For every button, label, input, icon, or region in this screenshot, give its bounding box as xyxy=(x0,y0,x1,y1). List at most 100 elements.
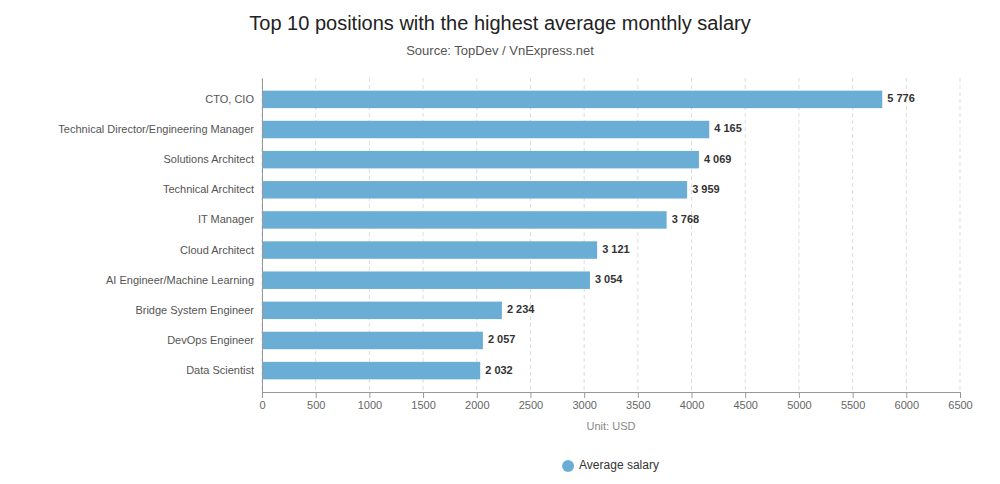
value-labels: 2 032 2 057 2 234 3 054 3 121 3 768 3 959 4 069… xyxy=(485,92,915,375)
x-tick-label: 4500 xyxy=(733,399,757,411)
value-label: 4 069 xyxy=(704,153,732,165)
value-label: 2 234 xyxy=(507,303,535,315)
x-tick: 5500 xyxy=(841,392,865,411)
x-tick-label: 5500 xyxy=(841,399,865,411)
x-tick-mark xyxy=(799,392,800,398)
x-tick: 4000 xyxy=(680,392,704,411)
y-tick: Technical Director/Engineering Manager xyxy=(58,123,262,135)
x-tick-label: 4000 xyxy=(680,399,704,411)
bar xyxy=(262,241,597,258)
x-tick-label: 6500 xyxy=(948,399,972,411)
y-tick-label: DevOps Engineer xyxy=(167,334,254,346)
grid-line xyxy=(960,78,961,392)
y-tick: Data Scientist xyxy=(186,364,262,376)
legend-swatch xyxy=(562,460,574,472)
grid-line xyxy=(798,78,799,392)
x-tick-mark xyxy=(369,392,370,398)
subtitle: Source: TopDev / VnExpress.net xyxy=(406,43,594,58)
bars xyxy=(262,91,882,380)
grid xyxy=(262,78,960,392)
value-label: 3 768 xyxy=(672,213,700,225)
x-tick: 6000 xyxy=(895,392,919,411)
y-tick-label: AI Engineer/Machine Learning xyxy=(106,274,254,286)
x-tick: 3000 xyxy=(572,392,596,411)
y-tick: Bridge System Engineer xyxy=(135,304,262,316)
x-axis-line xyxy=(263,392,961,393)
x-tick-mark xyxy=(638,392,639,398)
bar xyxy=(262,302,502,319)
grid-line xyxy=(852,78,853,392)
y-tick-label: CTO, CIO xyxy=(205,93,254,105)
value-label: 3 959 xyxy=(692,183,720,195)
x-tick-mark xyxy=(853,392,854,398)
x-tick-mark xyxy=(316,392,317,398)
y-tick: IT Manager xyxy=(198,213,262,225)
x-tick-label: 2000 xyxy=(465,399,489,411)
x-tick-mark xyxy=(477,392,478,398)
x-tick-mark xyxy=(584,392,585,398)
y-tick: Solutions Architect xyxy=(164,153,263,165)
legend: Average salary xyxy=(562,458,659,472)
x-axis: 0 500 1000 1500 2000 2500 3000 3500 4000 4500 5000… xyxy=(259,392,972,411)
value-label: 3 121 xyxy=(602,243,630,255)
x-tick: 3500 xyxy=(626,392,650,411)
y-tick-label: Technical Director/Engineering Manager xyxy=(58,123,254,135)
x-tick-label: 500 xyxy=(307,399,325,411)
x-tick-label: 1500 xyxy=(411,399,435,411)
value-label: 5 776 xyxy=(887,92,915,104)
x-tick: 2000 xyxy=(465,392,489,411)
y-tick-label: Technical Architect xyxy=(163,183,254,195)
y-tick-label: Cloud Architect xyxy=(180,244,254,256)
bar xyxy=(262,181,687,198)
bar xyxy=(262,211,667,228)
value-label: 3 054 xyxy=(595,273,623,285)
y-tick-label: Solutions Architect xyxy=(164,153,255,165)
y-tick-label: IT Manager xyxy=(198,213,254,225)
y-axis-line xyxy=(262,79,263,393)
x-tick-mark xyxy=(530,392,531,398)
bar xyxy=(262,91,882,108)
bar xyxy=(262,151,699,168)
x-tick: 1000 xyxy=(358,392,382,411)
y-axis: Data Scientist DevOps Engineer Bridge Syst… xyxy=(58,79,262,393)
x-tick-label: 3000 xyxy=(572,399,596,411)
x-tick-label: 6000 xyxy=(895,399,919,411)
y-tick: CTO, CIO xyxy=(205,93,262,105)
x-tick-mark xyxy=(745,392,746,398)
x-tick-mark xyxy=(960,392,961,398)
y-tick: AI Engineer/Machine Learning xyxy=(106,274,262,286)
value-label: 4 165 xyxy=(714,122,742,134)
grid-line xyxy=(262,78,263,392)
value-label: 2 032 xyxy=(485,364,513,376)
x-tick: 1500 xyxy=(411,392,435,411)
x-tick: 2500 xyxy=(519,392,543,411)
x-tick-mark xyxy=(906,392,907,398)
x-tick-label: 1000 xyxy=(358,399,382,411)
value-label: 2 057 xyxy=(488,333,516,345)
x-tick-label: 3500 xyxy=(626,399,650,411)
chart: Top 10 positions with the highest averag… xyxy=(0,0,1000,484)
y-tick: Cloud Architect xyxy=(180,244,262,256)
y-tick: Technical Architect xyxy=(163,183,262,195)
y-tick-label: Data Scientist xyxy=(186,364,254,376)
x-tick: 0 xyxy=(259,392,265,411)
title: Top 10 positions with the highest averag… xyxy=(249,12,750,34)
x-tick: 4500 xyxy=(733,392,757,411)
chart-container: Top 10 positions with the highest averag… xyxy=(0,0,1000,484)
x-tick-mark xyxy=(423,392,424,398)
bar xyxy=(262,362,480,379)
x-tick-label: 5000 xyxy=(787,399,811,411)
x-tick-label: 2500 xyxy=(519,399,543,411)
x-tick-mark xyxy=(692,392,693,398)
x-axis-title: Unit: USD xyxy=(587,420,636,432)
x-tick: 5000 xyxy=(787,392,811,411)
grid-line xyxy=(906,78,907,392)
x-tick: 500 xyxy=(307,392,325,411)
x-tick-label: 0 xyxy=(259,399,265,411)
bar xyxy=(262,271,590,288)
bar xyxy=(262,121,709,138)
y-tick-label: Bridge System Engineer xyxy=(135,304,254,316)
y-tick: DevOps Engineer xyxy=(167,334,262,346)
bar xyxy=(262,332,483,349)
legend-label: Average salary xyxy=(579,458,659,472)
